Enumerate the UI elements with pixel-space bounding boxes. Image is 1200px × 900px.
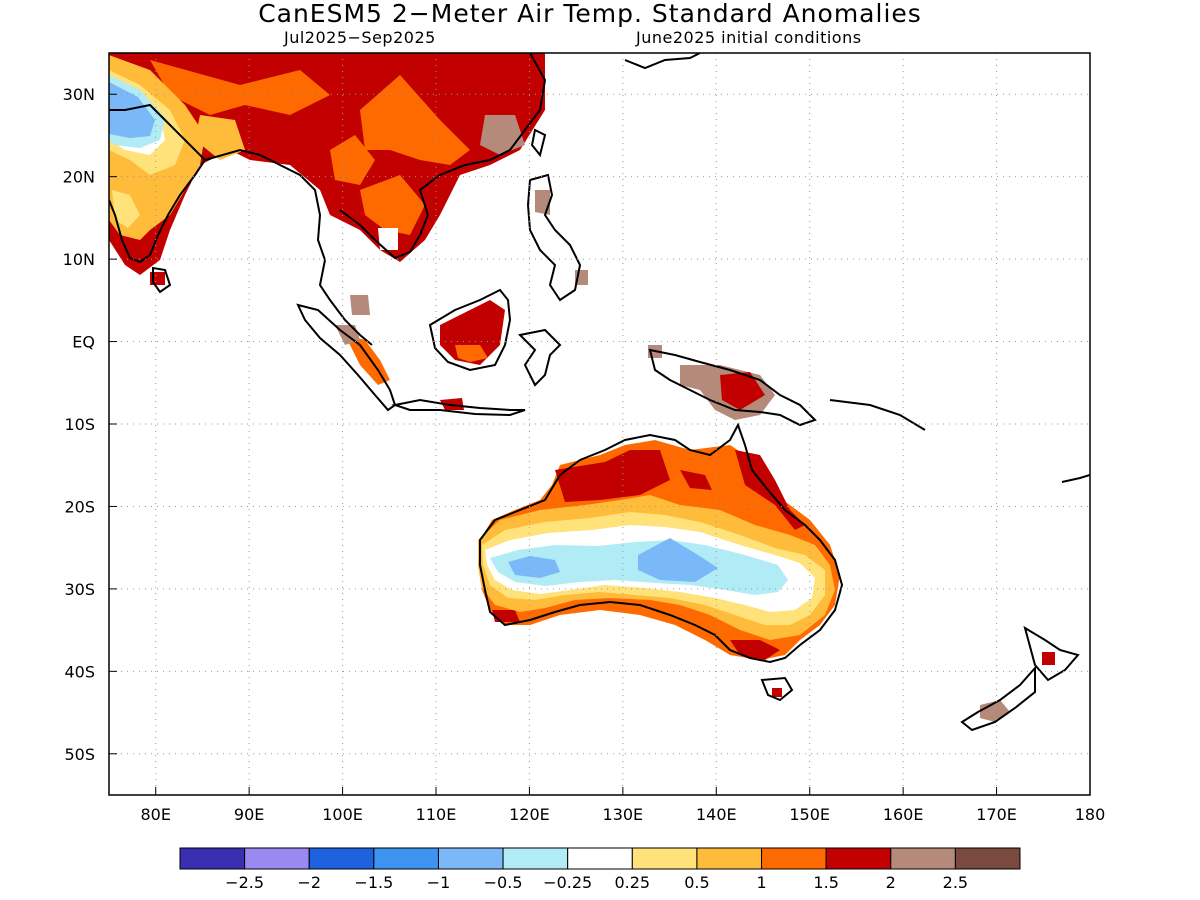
coastlines xyxy=(109,53,1090,732)
colorbar-swatch xyxy=(437,847,504,870)
colorbar-swatch xyxy=(502,847,569,870)
lat-tick-label: EQ xyxy=(72,333,95,352)
lon-tick-label: 100E xyxy=(322,805,363,824)
plot-frame xyxy=(108,52,1091,796)
lon-tick-label: 140E xyxy=(696,805,737,824)
lon-tick-label: 120E xyxy=(509,805,550,824)
coastline-new-zealand-north xyxy=(1023,625,1080,682)
colorbar-swatch xyxy=(825,847,892,870)
coastline-fiji xyxy=(1061,474,1090,483)
colorbar-label: 0.25 xyxy=(614,873,650,892)
coastline-indochina xyxy=(339,53,547,260)
coastline-sri-lanka xyxy=(152,266,172,294)
coastline-taiwan xyxy=(530,128,547,158)
lat-tick-label: 50S xyxy=(64,745,95,764)
lon-tick-label: 160E xyxy=(883,805,924,824)
colorbar-label: 0.5 xyxy=(684,873,709,892)
coastline-tasmania xyxy=(760,676,794,702)
lat-tick-label: 10N xyxy=(63,250,95,269)
coastline-sumatra xyxy=(296,303,397,412)
colorbar-swatch xyxy=(373,847,439,870)
colorbar-label: 1 xyxy=(756,873,766,892)
colorbar-label: −2.5 xyxy=(225,873,264,892)
colorbar-swatch xyxy=(308,847,375,870)
coastline-malay-peninsula xyxy=(318,259,373,346)
coastline-new-guinea xyxy=(648,348,817,427)
coastline-india xyxy=(109,103,207,264)
colorbar-swatch xyxy=(179,847,246,870)
colorbar-label: −1.5 xyxy=(354,873,393,892)
colorbar-label: −2 xyxy=(297,873,321,892)
map-title: CanESM5 2−Meter Air Temp. Standard Anoma… xyxy=(258,0,922,28)
anomaly-shading xyxy=(109,53,1055,722)
lon-tick-label: 150E xyxy=(789,805,830,824)
colorbar-swatch xyxy=(631,847,698,870)
coastline-australia xyxy=(479,422,844,664)
colorbar-swatch xyxy=(696,847,763,870)
colorbar-label: 1.5 xyxy=(813,873,838,892)
colorbar-label: −1 xyxy=(427,873,451,892)
lat-tick-label: 20N xyxy=(63,168,95,187)
coastline-sulawesi xyxy=(517,328,562,387)
colorbar-swatch xyxy=(244,847,310,870)
coastline-solomons xyxy=(829,399,926,431)
forecast-period: Jul2025−Sep2025 xyxy=(284,28,436,47)
colorbar-label: −0.5 xyxy=(484,873,523,892)
colorbar-swatch xyxy=(761,847,827,870)
coastline-borneo xyxy=(428,288,512,372)
colorbar-label: 2 xyxy=(886,873,896,892)
axis-tick-labels: 30N 20N 10N EQ 10S 20S 30S 40S 50S 80E 90E 100E 110E… xyxy=(63,85,1106,824)
lon-tick-label: 130E xyxy=(603,805,644,824)
coastline-japan xyxy=(624,53,701,70)
lat-tick-label: 40S xyxy=(64,662,95,681)
lat-tick-label: 30N xyxy=(63,85,95,104)
colorbar-label: 2.5 xyxy=(943,873,968,892)
lon-tick-label: 80E xyxy=(140,805,170,824)
new-guinea-anomaly-region xyxy=(648,345,775,420)
lon-tick-label: 180 xyxy=(1075,805,1106,824)
lat-tick-label: 30S xyxy=(64,580,95,599)
coastline-java xyxy=(391,398,526,417)
lon-tick-label: 170E xyxy=(976,805,1017,824)
colorbar: −2.5 −2 −1.5 −1 −0.5 −0.25 0.25 0.5 1 1.5 2 2.5 xyxy=(179,847,1021,892)
coastline-bay-of-bengal xyxy=(204,148,326,261)
colorbar-swatch xyxy=(890,847,956,870)
lat-tick-label: 10S xyxy=(64,415,95,434)
colorbar-label: −0.25 xyxy=(543,873,592,892)
lon-tick-label: 110E xyxy=(416,805,457,824)
coastline-philippines xyxy=(526,173,582,302)
initial-conditions: June2025 initial conditions xyxy=(636,28,862,47)
lon-tick-label: 90E xyxy=(234,805,264,824)
asia-anomaly-region xyxy=(109,53,545,275)
coastline-new-zealand-south xyxy=(960,665,1036,732)
lat-tick-label: 20S xyxy=(64,497,95,516)
graticule xyxy=(109,53,1091,795)
colorbar-swatch xyxy=(954,847,1021,870)
australia-anomaly-region xyxy=(478,440,840,697)
colorbar-swatch xyxy=(567,847,633,870)
